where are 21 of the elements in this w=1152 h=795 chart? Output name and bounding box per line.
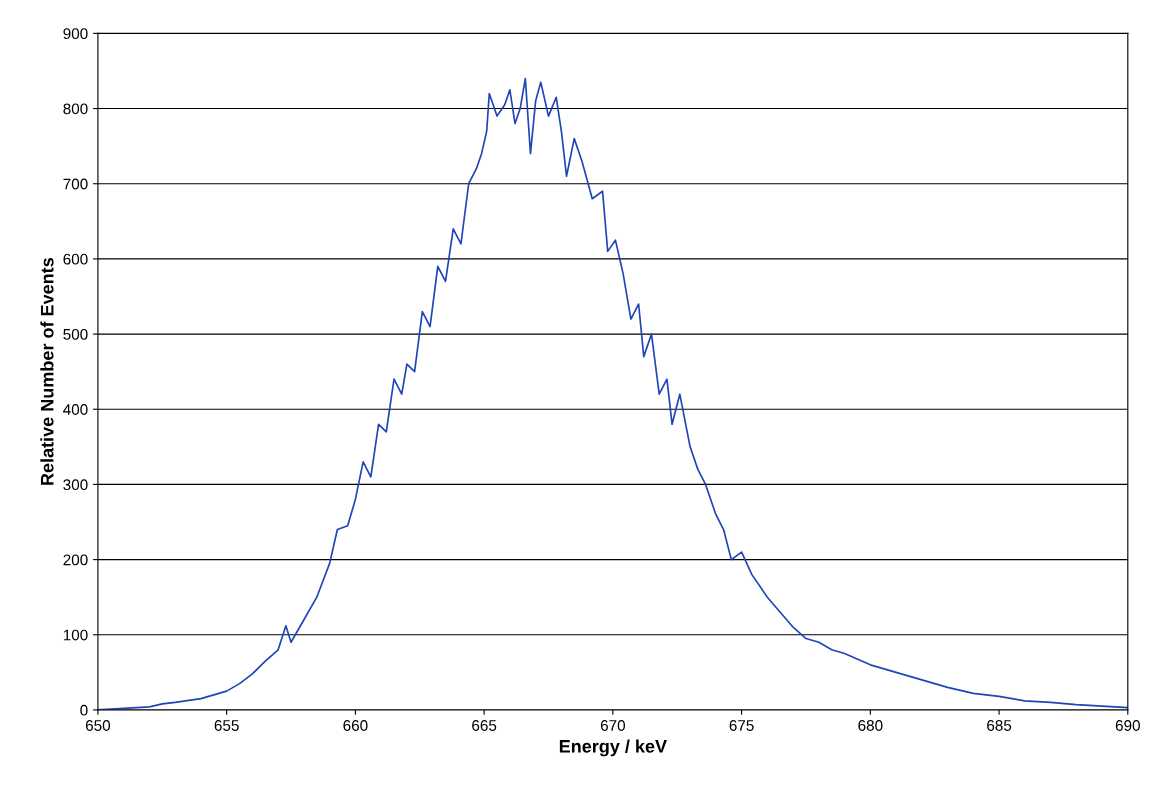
- x-tick-label: 660: [343, 720, 368, 731]
- x-tick-label: 670: [600, 720, 626, 731]
- x-tick-label: 685: [987, 720, 1012, 731]
- y-tick-label: 100: [63, 629, 88, 641]
- x-axis-title: Energy / keV: [559, 739, 667, 757]
- y-tick-label: 600: [63, 253, 88, 265]
- x-tick-label: 690: [1115, 720, 1140, 731]
- x-tick-label: 650: [85, 720, 111, 731]
- x-tick-label: 655: [214, 720, 239, 731]
- y-tick-label: 700: [63, 178, 88, 190]
- y-axis-title: Relative Number of Events: [40, 258, 54, 485]
- y-tick-label: 300: [63, 479, 88, 491]
- x-tick-label: 680: [858, 720, 883, 731]
- x-tick-label: 665: [472, 720, 497, 731]
- x-tick-label: 675: [729, 720, 754, 731]
- y-tick-label: 500: [63, 328, 88, 340]
- y-tick-label: 400: [63, 404, 88, 415]
- y-tick-label: 900: [63, 28, 88, 40]
- y-tick-label: 200: [63, 554, 88, 566]
- y-tick-label: 800: [63, 103, 88, 115]
- y-tick-label: 0: [80, 704, 88, 716]
